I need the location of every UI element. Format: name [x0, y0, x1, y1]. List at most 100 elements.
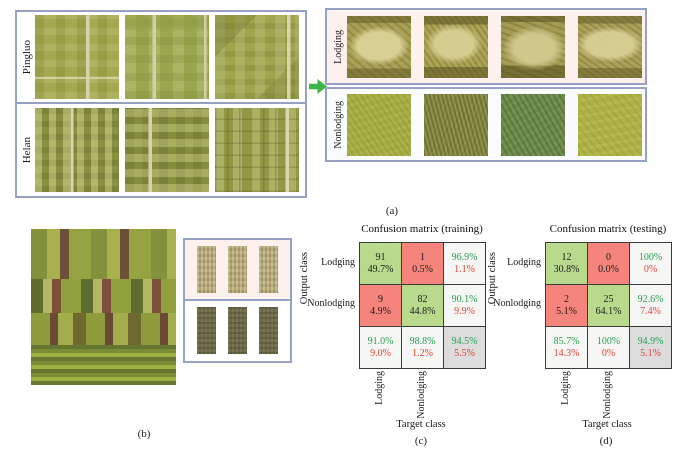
cell-correct-rate: 94.9% — [637, 336, 664, 347]
nonlodging-image — [347, 93, 411, 156]
panel-b-sample-strips-box — [183, 238, 292, 363]
cell-percent: 64.1% — [595, 305, 622, 317]
cell-count: 25 — [603, 294, 614, 305]
lodging-strip-row — [185, 240, 290, 301]
lodging-row-label: Lodging — [332, 29, 344, 64]
testing-col-label-nonlodging-wrap: Nonlodging — [602, 371, 613, 424]
matrix-cell: 1 0.5% — [402, 243, 443, 284]
matrix-total-cell: 94.5% 5.5% — [444, 327, 485, 368]
cell-count: 9 — [378, 294, 383, 305]
cell-error-rate: 0% — [601, 347, 616, 359]
aerial-image — [125, 108, 209, 192]
cell-count: 82 — [417, 294, 428, 305]
cell-error-rate: 14.3% — [553, 347, 580, 359]
cell-count: 1 — [420, 252, 425, 263]
cell-error-rate: 1.1% — [454, 263, 475, 275]
panel-b-field-orthomosaic-image — [31, 229, 176, 385]
nonlodging-image-strip — [347, 93, 642, 156]
training-row-label-nonlodging: Nonlodging — [307, 298, 355, 309]
pingluo-row-label: Pingluo — [20, 39, 33, 75]
lodging-image — [347, 15, 411, 78]
cell-correct-rate: 90.1% — [451, 294, 478, 305]
panel-a-lodging-box: Lodging — [325, 8, 647, 85]
matrix-total-cell: 94.9% 5.1% — [630, 327, 671, 368]
nonlodging-row-label: Nonlodging — [332, 100, 344, 149]
cell-count: 0 — [606, 252, 611, 263]
aerial-image — [35, 15, 119, 99]
lodging-strip-image — [197, 245, 216, 293]
lodging-strip-image — [228, 245, 247, 293]
training-x-axis-label: Target class — [396, 419, 446, 430]
cell-correct-rate: 92.6% — [637, 294, 664, 305]
aerial-image — [125, 15, 209, 99]
matrix-cell: 82 44.8% — [402, 285, 443, 326]
helan-row-label: Helan — [20, 136, 33, 164]
nonlodging-image — [578, 93, 642, 156]
testing-row-label-lodging: Lodging — [507, 257, 541, 268]
pingluo-row: Pingluo — [17, 12, 305, 104]
panel-a-source-images-box: Pingluo Helan — [15, 10, 307, 198]
nonlodging-strip-image — [259, 307, 278, 355]
testing-col-label-nonlodging: Nonlodging — [602, 371, 613, 419]
testing-x-axis-label: Target class — [582, 419, 632, 430]
aerial-image — [215, 108, 299, 192]
matrix-cell: 12 30.8% — [546, 243, 587, 284]
matrix-summary-cell: 85.7% 14.3% — [546, 327, 587, 368]
testing-confusion-matrix: 12 30.8% 0 0.0% 100% 0% 2 5.1% 25 64.1% 92.6%… — [545, 242, 672, 369]
cell-error-rate: 5.1% — [640, 347, 661, 359]
cell-percent: 0.5% — [412, 263, 433, 275]
cell-correct-rate: 100% — [638, 252, 663, 263]
training-col-label-nonlodging-wrap: Nonlodging — [416, 371, 427, 424]
cell-error-rate: 1.2% — [412, 347, 433, 359]
nonlodging-strip-image — [197, 307, 216, 355]
lodging-row-label-wrap: Lodging — [329, 30, 347, 64]
training-matrix-title: Confusion matrix (training) — [361, 223, 483, 235]
matrix-summary-cell: 98.8% 1.2% — [402, 327, 443, 368]
nonlodging-row-label-wrap: Nonlodging — [329, 101, 347, 149]
cell-percent: 30.8% — [553, 263, 580, 275]
cell-error-rate: 0% — [643, 263, 658, 275]
pingluo-image-strip — [35, 15, 299, 99]
helan-row: Helan — [17, 104, 305, 196]
cell-correct-rate: 96.9% — [451, 252, 478, 263]
caption-c: (c) — [414, 435, 428, 447]
cell-correct-rate: 100% — [596, 336, 621, 347]
nonlodging-image — [424, 93, 488, 156]
cell-error-rate: 9.9% — [454, 305, 475, 317]
training-col-label-nonlodging: Nonlodging — [416, 371, 427, 419]
testing-matrix-title: Confusion matrix (testing) — [549, 223, 667, 235]
matrix-cell: 2 5.1% — [546, 285, 587, 326]
testing-col-label-lodging-wrap: Lodging — [560, 371, 571, 410]
matrix-summary-cell: 90.1% 9.9% — [444, 285, 485, 326]
lodging-image-strip — [347, 15, 642, 78]
caption-b: (b) — [137, 428, 151, 440]
cell-percent: 4.9% — [370, 305, 391, 317]
nonlodging-image — [501, 93, 565, 156]
cell-correct-rate: 98.8% — [409, 336, 436, 347]
matrix-cell: 25 64.1% — [588, 285, 629, 326]
cell-error-rate: 9.0% — [370, 347, 391, 359]
training-col-label-lodging-wrap: Lodging — [374, 371, 385, 410]
cell-count: 12 — [561, 252, 572, 263]
nonlodging-strip-row — [185, 300, 290, 361]
cell-percent: 5.1% — [556, 305, 577, 317]
cell-error-rate: 7.4% — [640, 305, 661, 317]
caption-d: (d) — [599, 435, 613, 447]
helan-row-label-wrap: Helan — [18, 137, 35, 163]
testing-row-label-nonlodging: Nonlodging — [493, 298, 541, 309]
matrix-summary-cell: 100% 0% — [630, 243, 671, 284]
pingluo-row-label-wrap: Pingluo — [18, 40, 35, 74]
matrix-summary-cell: 91.0% 9.0% — [360, 327, 401, 368]
cell-percent: 49.7% — [367, 263, 394, 275]
training-confusion-matrix: 91 49.7% 1 0.5% 96.9% 1.1% 9 4.9% 82 44.8% 90… — [359, 242, 486, 369]
caption-a: (a) — [385, 205, 399, 217]
cell-count: 91 — [375, 252, 386, 263]
matrix-cell: 0 0.0% — [588, 243, 629, 284]
cell-percent: 0.0% — [598, 263, 619, 275]
matrix-cell: 9 4.9% — [360, 285, 401, 326]
cell-correct-rate: 85.7% — [553, 336, 580, 347]
matrix-summary-cell: 100% 0% — [588, 327, 629, 368]
training-row-label-lodging: Lodging — [321, 257, 355, 268]
helan-image-strip — [35, 108, 299, 192]
cell-percent: 44.8% — [409, 305, 436, 317]
